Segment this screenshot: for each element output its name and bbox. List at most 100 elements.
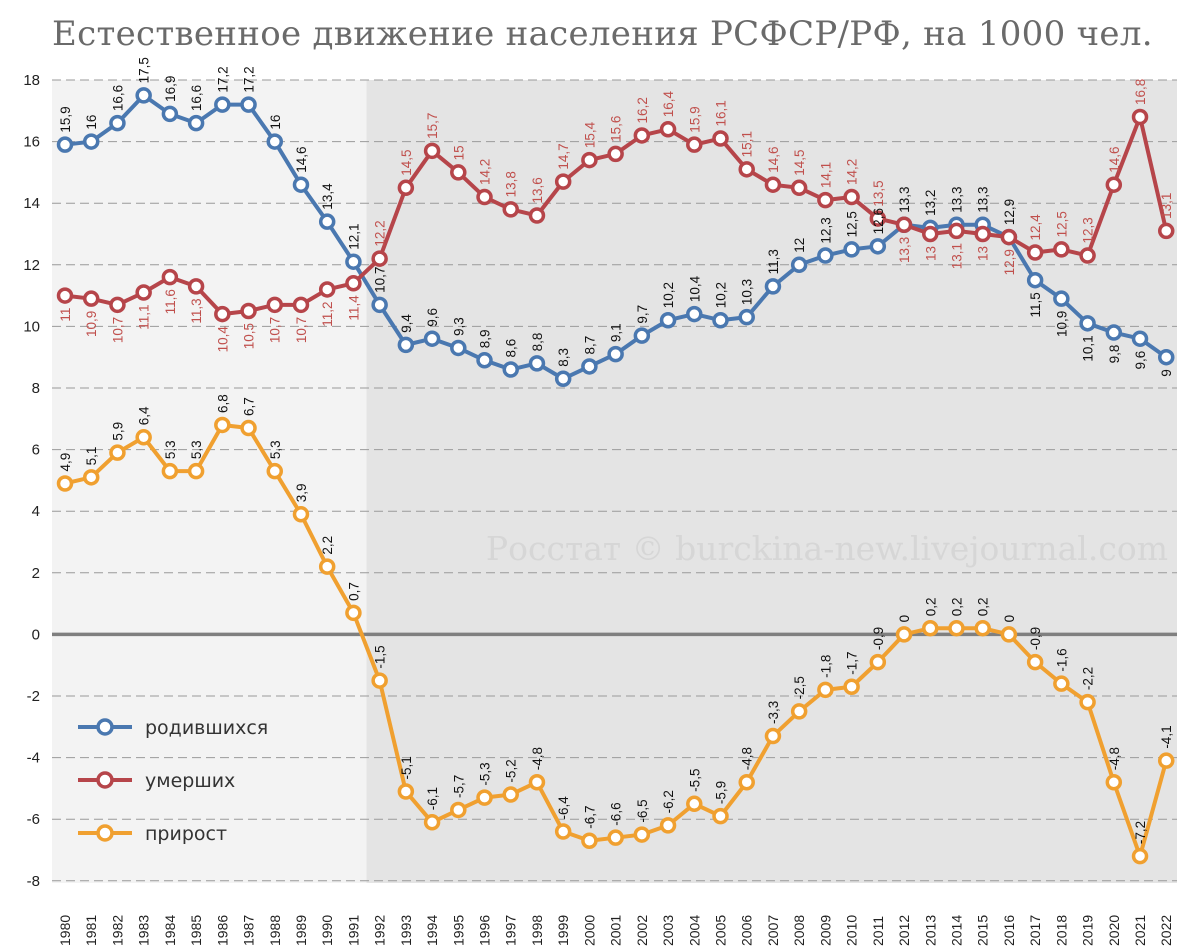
data-label: 16,6: [189, 85, 204, 111]
data-label: 12,5: [1054, 211, 1069, 237]
data-point: [292, 296, 310, 314]
data-point: [423, 814, 441, 831]
x-tick-label: 1985: [188, 915, 204, 946]
data-label: 9: [1159, 369, 1174, 377]
data-point: [712, 130, 729, 147]
data-label: 12,4: [1028, 214, 1043, 241]
data-label: 14,2: [845, 159, 860, 185]
data-point: [843, 241, 860, 258]
data-point: [764, 727, 782, 745]
y-tick-label: 4: [32, 503, 40, 520]
data-label: 6,8: [215, 394, 230, 413]
x-tick-label: 2002: [634, 915, 650, 946]
y-tick-label: -8: [27, 873, 40, 890]
y-tick-label: 6: [32, 442, 40, 459]
data-label: 0: [897, 615, 912, 623]
x-tick-label: 2014: [948, 915, 964, 946]
data-label: 12,1: [346, 223, 361, 249]
y-tick-label: 18: [23, 72, 40, 89]
data-point: [843, 678, 860, 696]
data-point: [56, 287, 74, 304]
legend-marker: [96, 824, 114, 842]
data-point: [476, 789, 493, 806]
data-point: [1131, 108, 1149, 126]
data-label: 10,2: [661, 282, 676, 308]
data-label: 12,5: [845, 211, 860, 237]
data-point: [109, 296, 126, 314]
data-label: 9,6: [425, 308, 440, 327]
data-label: -2,2: [1081, 667, 1096, 690]
data-label: -0,9: [1028, 627, 1043, 650]
data-label: -6,2: [661, 790, 676, 813]
x-tick-label: 2012: [896, 915, 912, 946]
x-tick-label: 1994: [424, 915, 440, 946]
x-tick-label: 1999: [555, 915, 571, 946]
y-tick-label: -2: [27, 688, 40, 705]
data-label: 5,3: [163, 440, 178, 459]
legend-entry: прирост: [145, 823, 227, 845]
data-point: [869, 653, 887, 671]
data-label: 17,2: [242, 66, 257, 92]
data-point: [790, 256, 808, 274]
data-point: [318, 213, 336, 230]
data-point: [974, 619, 991, 637]
data-point: [187, 462, 205, 480]
data-point: [554, 173, 572, 190]
data-label: 10,7: [268, 317, 283, 343]
y-tick-label: 0: [32, 626, 40, 643]
x-tick-label: 2009: [817, 915, 833, 946]
data-label: 0,7: [346, 582, 361, 601]
data-label: 11: [58, 308, 73, 322]
data-label: -5,5: [687, 769, 702, 792]
data-label: 14,7: [556, 143, 571, 169]
data-point: [528, 773, 546, 791]
data-label: 17,5: [137, 57, 152, 83]
data-label: 5,3: [189, 440, 204, 459]
data-label: -4,8: [1107, 747, 1122, 770]
data-point: [659, 121, 677, 138]
data-point: [790, 179, 808, 197]
data-label: 16,1: [714, 100, 729, 126]
data-point: [135, 284, 152, 301]
x-tick-label: 2006: [739, 915, 755, 946]
data-label: 12: [792, 238, 807, 253]
data-point: [948, 222, 965, 240]
data-label: 9,7: [635, 305, 650, 324]
data-point: [712, 807, 729, 825]
data-label: 16,2: [635, 97, 650, 123]
data-point: [659, 311, 677, 329]
data-label: 14,2: [478, 159, 493, 185]
data-label: -5,2: [504, 759, 519, 782]
data-label: 12,9: [1002, 199, 1017, 225]
data-point: [1053, 241, 1070, 258]
data-label: 14,5: [792, 150, 807, 176]
data-label: -5,3: [478, 762, 493, 785]
x-tick-label: 1980: [57, 915, 73, 946]
data-point: [1157, 752, 1175, 769]
data-label: 12,3: [818, 217, 833, 243]
data-point: [371, 296, 388, 314]
x-tick-label: 2018: [1053, 915, 1069, 946]
data-point: [686, 136, 703, 153]
data-label: 16,6: [110, 85, 125, 111]
x-tick-label: 2000: [581, 915, 597, 946]
data-label: -6,1: [425, 787, 440, 810]
chart-title: Естественное движение населения РСФСР/РФ…: [52, 14, 1153, 54]
x-tick-label: 2017: [1027, 915, 1043, 946]
data-point: [502, 786, 519, 803]
data-point: [607, 145, 624, 163]
data-label: -4,8: [530, 747, 545, 770]
data-label: 8,3: [556, 348, 571, 367]
data-label: 5,9: [110, 422, 125, 441]
data-label: 10,9: [1054, 311, 1069, 337]
data-point: [843, 188, 860, 206]
data-point: [764, 278, 782, 295]
data-point: [633, 826, 651, 843]
shaded-period: [366, 80, 1177, 883]
data-label: -5,1: [399, 756, 414, 779]
data-point: [581, 358, 598, 375]
data-point: [397, 179, 415, 197]
data-point: [292, 506, 310, 523]
data-label: -6,7: [582, 805, 597, 828]
data-point: [476, 188, 493, 206]
